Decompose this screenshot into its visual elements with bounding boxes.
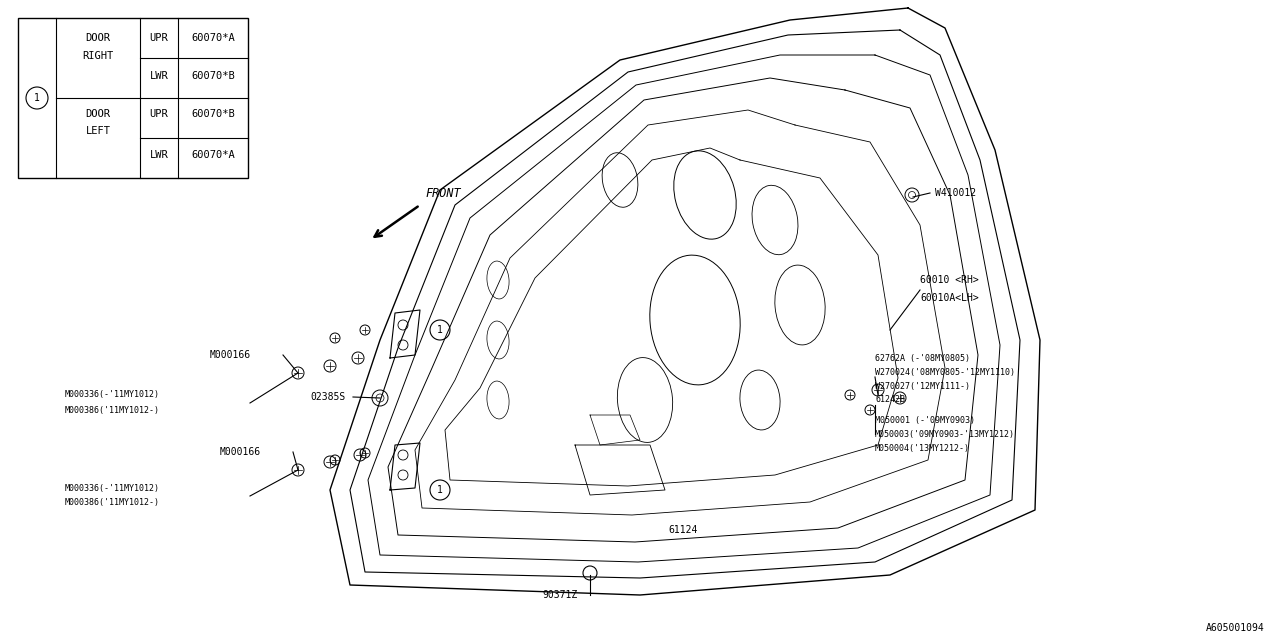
Text: 60070*A: 60070*A	[191, 33, 234, 43]
Text: W270027('12MY1111-): W270027('12MY1111-)	[876, 381, 970, 390]
Text: 60010A<LH>: 60010A<LH>	[920, 293, 979, 303]
Text: LEFT: LEFT	[86, 126, 110, 136]
Text: FRONT: FRONT	[425, 187, 461, 200]
Text: 62762A (-'08MY0805): 62762A (-'08MY0805)	[876, 353, 970, 362]
Text: M050003('09MY0903-'13MY1212): M050003('09MY0903-'13MY1212)	[876, 429, 1015, 438]
Text: M000166: M000166	[220, 447, 261, 457]
Text: W410012: W410012	[934, 188, 977, 198]
Text: 1: 1	[436, 325, 443, 335]
Text: A605001094: A605001094	[1206, 623, 1265, 633]
Text: 60070*B: 60070*B	[191, 109, 234, 119]
Text: 60010 <RH>: 60010 <RH>	[920, 275, 979, 285]
Text: M050001 (-'09MY0903): M050001 (-'09MY0903)	[876, 415, 975, 424]
Text: M000336(-'11MY1012): M000336(-'11MY1012)	[65, 483, 160, 493]
Text: M000166: M000166	[210, 350, 251, 360]
Text: M000336(-'11MY1012): M000336(-'11MY1012)	[65, 390, 160, 399]
Text: 02385S: 02385S	[310, 392, 346, 402]
Text: W270024('08MY0805-'12MY1110): W270024('08MY0805-'12MY1110)	[876, 367, 1015, 376]
Text: 60070*A: 60070*A	[191, 150, 234, 160]
Text: 60070*B: 60070*B	[191, 71, 234, 81]
Text: 61124: 61124	[668, 525, 698, 535]
Text: M050004('13MY1212-): M050004('13MY1212-)	[876, 444, 970, 452]
Text: DOOR: DOOR	[86, 33, 110, 43]
Text: 90371Z: 90371Z	[543, 590, 577, 600]
Text: DOOR: DOOR	[86, 109, 110, 119]
Text: RIGHT: RIGHT	[82, 51, 114, 61]
Text: M000386('11MY1012-): M000386('11MY1012-)	[65, 406, 160, 415]
Text: M000386('11MY1012-): M000386('11MY1012-)	[65, 499, 160, 508]
Text: 1: 1	[436, 485, 443, 495]
Text: LWR: LWR	[150, 71, 169, 81]
Bar	[18, 18, 248, 178]
Text: LWR: LWR	[150, 150, 169, 160]
Text: 1: 1	[35, 93, 40, 103]
Text: 61242B: 61242B	[876, 396, 905, 404]
Text: UPR: UPR	[150, 109, 169, 119]
Text: UPR: UPR	[150, 33, 169, 43]
